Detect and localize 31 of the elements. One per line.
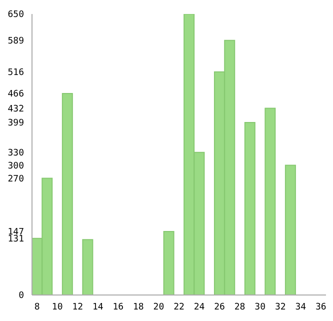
bar (284, 164, 296, 295)
x-tick-label: 14 (92, 302, 104, 312)
x-tick-label: 36 (316, 302, 326, 312)
x-tick-label: 30 (254, 302, 266, 312)
y-tick-label: 650 (8, 10, 24, 20)
x-tick-label: 34 (295, 302, 306, 312)
x-tick-label: 20 (153, 302, 164, 312)
y-tick-label: 589 (8, 36, 24, 47)
y-tick-label: 516 (8, 68, 24, 78)
x-tick-label: 28 (234, 302, 246, 312)
x-tick-label: 16 (112, 302, 124, 312)
bar (244, 122, 256, 295)
y-tick-label: 432 (8, 104, 24, 114)
bar (82, 239, 94, 295)
y-tick-label: 270 (8, 174, 24, 184)
bar (264, 108, 276, 295)
y-tick-label: 399 (8, 118, 24, 129)
x-tick-label: 10 (52, 302, 63, 312)
x-tick-label: 18 (133, 302, 144, 312)
x-tick-label: 32 (274, 302, 286, 312)
y-tick-label: 0 (18, 291, 24, 302)
bar (163, 230, 174, 295)
y-tick-label: 300 (8, 162, 24, 172)
x-tick-label: 12 (72, 302, 84, 312)
bar (62, 93, 73, 295)
x-tick-label: 26 (214, 302, 225, 312)
x-tick-label: 24 (194, 302, 205, 312)
y-tick-label: 330 (8, 148, 24, 159)
x-tick-label: 22 (174, 302, 184, 312)
x-tick-label: 8 (34, 302, 40, 312)
y-tick-label: 466 (8, 90, 24, 100)
